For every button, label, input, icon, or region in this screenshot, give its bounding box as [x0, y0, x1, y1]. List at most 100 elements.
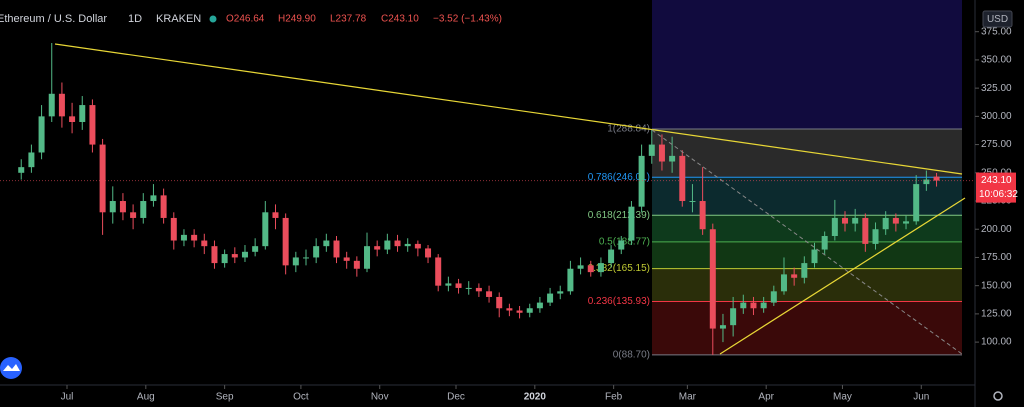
candle-body [48, 93, 55, 117]
x-tick-label: Aug [137, 392, 155, 403]
candle-body [536, 302, 543, 309]
status-dot [209, 15, 217, 23]
candle-body [201, 240, 208, 247]
candle-body [241, 251, 248, 258]
candle-body [374, 246, 381, 250]
candle-body [567, 268, 574, 292]
countdown: 10:06:32 [979, 189, 1018, 200]
candle-body [618, 240, 625, 250]
y-tick-label: 275.00 [981, 139, 1012, 150]
candle-body [791, 274, 798, 278]
candle-body [170, 217, 177, 241]
y-tick-label: 300.00 [981, 111, 1012, 122]
candle-body [679, 155, 686, 202]
candle-body [628, 206, 635, 241]
candle-body [89, 105, 96, 145]
candle-body [658, 144, 665, 162]
candle-body [313, 246, 320, 258]
candle-body [109, 201, 116, 213]
candle-body [760, 302, 767, 309]
y-tick-label: 175.00 [981, 252, 1012, 263]
candle-body [384, 240, 391, 250]
candle-body [323, 240, 330, 247]
interval: 1D [128, 13, 142, 25]
trend-line [54, 43, 963, 175]
candle-body [831, 217, 838, 237]
candle-body [333, 240, 340, 258]
ohlc-low: L237.78 [330, 14, 367, 25]
fib-label: 0.5(188.77) [599, 237, 650, 248]
candle-body [364, 246, 371, 269]
candle-body [933, 176, 940, 181]
exchange: KRAKEN [156, 13, 201, 25]
candle-body [262, 212, 269, 247]
candle-body [231, 254, 238, 258]
candle-body [577, 265, 584, 269]
x-tick-label: Apr [758, 392, 774, 403]
y-tick-label: 125.00 [981, 309, 1012, 320]
candle-body [180, 234, 187, 241]
candle-body [842, 217, 849, 224]
candle-body [699, 201, 706, 230]
currency: USD [987, 14, 1008, 25]
fib-label: 0.236(135.93) [588, 296, 650, 307]
candle-body [455, 283, 462, 288]
candle-body [730, 308, 737, 326]
candle-body [252, 246, 259, 252]
y-tick-label: 100.00 [981, 337, 1012, 348]
candle-body [638, 155, 645, 207]
candle-body [780, 274, 787, 292]
candle-body [486, 291, 493, 297]
last-price-tag [976, 172, 1016, 203]
candle-body [211, 246, 218, 264]
candle-body [404, 243, 411, 247]
logo-icon [3, 364, 20, 371]
candle-body [597, 263, 604, 273]
candle-body [69, 116, 76, 123]
settings-icon[interactable] [993, 391, 1003, 401]
candle-body [852, 217, 859, 224]
candle-body [923, 179, 930, 185]
candle-body [801, 263, 808, 278]
symbol: Ethereum / U.S. Dollar [0, 13, 107, 25]
candle-body [709, 229, 716, 329]
candle-body [302, 257, 309, 259]
candle-body [872, 229, 879, 244]
candle-body [394, 240, 401, 247]
candle-body [557, 291, 564, 294]
fib-label: 0.382(165.15) [588, 263, 650, 274]
candle-body [882, 217, 889, 230]
fib-top-zone [652, 0, 962, 129]
candle-body [150, 195, 157, 202]
candle-body [587, 265, 594, 273]
candle-body [547, 293, 554, 303]
candle-body [191, 234, 198, 241]
candle-body [99, 144, 106, 213]
candle-body [343, 257, 350, 261]
candle-body [821, 236, 828, 250]
candle-body [38, 116, 45, 153]
x-tick-label: May [833, 392, 852, 403]
x-tick-label: Jul [61, 392, 74, 403]
candle-body [282, 217, 289, 266]
candle-body [648, 144, 655, 156]
y-tick-label: 375.00 [981, 26, 1012, 37]
candle-body [160, 195, 167, 218]
candle-body [435, 257, 442, 286]
fib-label: 0.786(246.01) [588, 172, 650, 183]
last-price: 243.10 [981, 175, 1012, 186]
x-tick-label: Oct [293, 392, 309, 403]
candle-body [719, 325, 726, 329]
ohlc-close: C243.10 [381, 14, 419, 25]
x-tick-label: Sep [216, 392, 234, 403]
x-tick-label: Feb [605, 392, 623, 403]
fib-label: 1(288.84) [607, 124, 650, 135]
currency-box[interactable] [982, 10, 1013, 28]
candle-body [292, 257, 299, 266]
x-tick-label: Mar [679, 392, 697, 403]
x-tick-label: Dec [447, 392, 465, 403]
candle-body [750, 302, 757, 309]
candle-body [140, 201, 147, 218]
candle-body [770, 291, 777, 303]
